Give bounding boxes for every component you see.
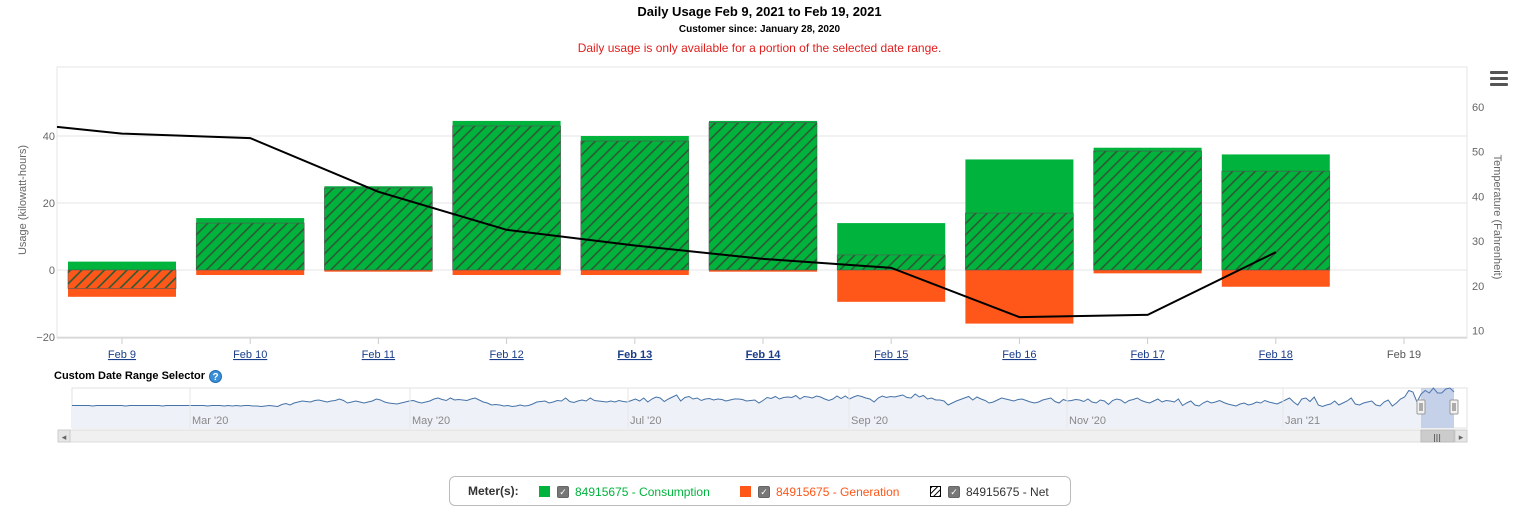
legend-item-text: 84915675 - Net — [966, 484, 1049, 499]
y-axis-title: Usage (kilowatt-hours) — [17, 145, 29, 255]
chart-subtitle: Customer since: January 28, 2020 — [678, 24, 841, 35]
scroll-left-button — [57, 429, 71, 443]
checkbox-checked-icon[interactable]: ✓ — [557, 485, 569, 498]
net-bar — [67, 269, 177, 289]
x-tick-label[interactable]: Feb 15 — [874, 349, 908, 361]
checkbox-checked-icon[interactable]: ✓ — [758, 485, 770, 498]
net-bar — [324, 187, 433, 271]
axes-layer: −20 0 20 40 10 20 30 40 50 60 Usage (kilowatt-hour… — [17, 102, 1503, 361]
scrollbar-grip-icon: ||| — [1433, 433, 1441, 442]
y2-tick-label: 30 — [1472, 236, 1484, 248]
x-tick-label[interactable]: Feb 18 — [1259, 349, 1293, 361]
y2-axis-title: Temperature (Fahrenheit) — [1491, 155, 1503, 280]
navigator-tick-label: Jan '21 — [1285, 415, 1320, 427]
chevron-right-icon: ▸ — [1459, 433, 1464, 443]
legend-item-text: 84915675 - Generation — [776, 484, 900, 499]
legend-item-text: 84915675 - Consumption — [575, 484, 710, 499]
legend-item-generation[interactable]: ✓ 84915675 - Generation — [740, 483, 899, 499]
generation-bar — [324, 270, 433, 272]
x-tick-label[interactable]: Feb 12 — [489, 349, 523, 361]
navigator-plot — [71, 387, 1468, 429]
y-tick-label: 0 — [49, 265, 55, 277]
legend-item-consumption[interactable]: ✓ 84915675 - Consumption — [539, 483, 710, 499]
navigator-selected-range — [1421, 388, 1454, 428]
navigator-line — [72, 387, 1455, 408]
x-tick-label[interactable]: Feb 10 — [233, 349, 267, 361]
generation-bar — [965, 270, 1074, 324]
scrollbar-thumb — [1420, 429, 1455, 443]
net-bar — [965, 212, 1074, 271]
x-tick-label[interactable]: Feb 17 — [1130, 349, 1164, 361]
y2-tick-label: 20 — [1472, 281, 1484, 293]
meter-legend: Meter(s): ✓ 84915675 - Consumption ✓ 84915… — [449, 476, 1071, 506]
bars-layer — [67, 120, 1331, 324]
net-bar — [580, 140, 690, 271]
legend-item-net[interactable]: ✓ 84915675 - Net — [930, 483, 1049, 499]
help-icon[interactable]: ? — [209, 370, 222, 383]
daily-usage-chart: −20 0 20 40 10 20 30 40 50 60 Usage (kilowatt-hour… — [17, 66, 1503, 361]
chart-title: Daily Usage Feb 9, 2021 to Feb 19, 2021 — [637, 4, 882, 19]
navigator-tick-label: Jul '20 — [630, 415, 661, 427]
legend-label: Meter(s): — [468, 484, 519, 498]
temperature-line-layer — [56, 125, 1277, 319]
scroll-right-button — [1454, 429, 1468, 443]
x-tick-label[interactable]: Feb 9 — [108, 349, 136, 361]
y2-tick-label: 60 — [1472, 102, 1484, 114]
net-bar — [1093, 150, 1202, 271]
navigator-tick-label: May '20 — [412, 415, 450, 427]
y2-tick-label: 10 — [1472, 326, 1484, 338]
navigator-area — [72, 388, 1454, 428]
generation-bar — [709, 270, 817, 272]
consumption-bar — [68, 261, 176, 270]
x-tick-label[interactable]: Feb 16 — [1002, 349, 1036, 361]
navigator-scrollbar-track — [57, 429, 1468, 443]
y-tick-label: 20 — [43, 198, 55, 210]
generation-bar — [452, 270, 561, 276]
chart-menu-icon[interactable] — [1490, 71, 1508, 87]
generation-swatch — [740, 486, 751, 498]
y2-tick-label: 40 — [1472, 191, 1484, 203]
data-availability-warning: Daily usage is only available for a port… — [577, 41, 942, 55]
net-bar — [452, 125, 561, 271]
net-hatch-swatch — [930, 486, 941, 498]
generation-bar — [580, 270, 689, 276]
navigator-tick-label: Nov '20 — [1069, 415, 1106, 427]
navigator-tick-label: Mar '20 — [192, 415, 228, 427]
generation-bar — [1221, 270, 1330, 287]
y-tick-label: 40 — [43, 131, 55, 143]
navigator-tick-label: Sep '20 — [851, 415, 888, 427]
net-bar — [708, 122, 818, 271]
chevron-left-icon: ◂ — [62, 433, 67, 443]
x-tick-label[interactable]: Feb 11 — [362, 349, 395, 361]
y2-tick-label: 50 — [1472, 147, 1484, 159]
generation-bar — [837, 270, 946, 302]
consumption-swatch — [539, 486, 550, 498]
navigator-handle — [1416, 399, 1426, 415]
generation-bar — [196, 270, 305, 276]
x-tick-label[interactable]: Feb 13 — [617, 349, 652, 361]
temperature-line — [56, 125, 1277, 319]
y-tick-label: −20 — [36, 332, 55, 344]
date-range-selector-title: Custom Date Range Selector — [54, 370, 205, 382]
x-tick-label: Feb 19 — [1387, 349, 1421, 361]
checkbox-checked-icon[interactable]: ✓ — [948, 485, 960, 498]
navigator-handle — [1449, 399, 1459, 415]
x-tick-label[interactable]: Feb 14 — [746, 349, 782, 361]
generation-bar — [1093, 270, 1202, 274]
net-bar — [195, 222, 305, 271]
net-bar — [1221, 170, 1331, 271]
